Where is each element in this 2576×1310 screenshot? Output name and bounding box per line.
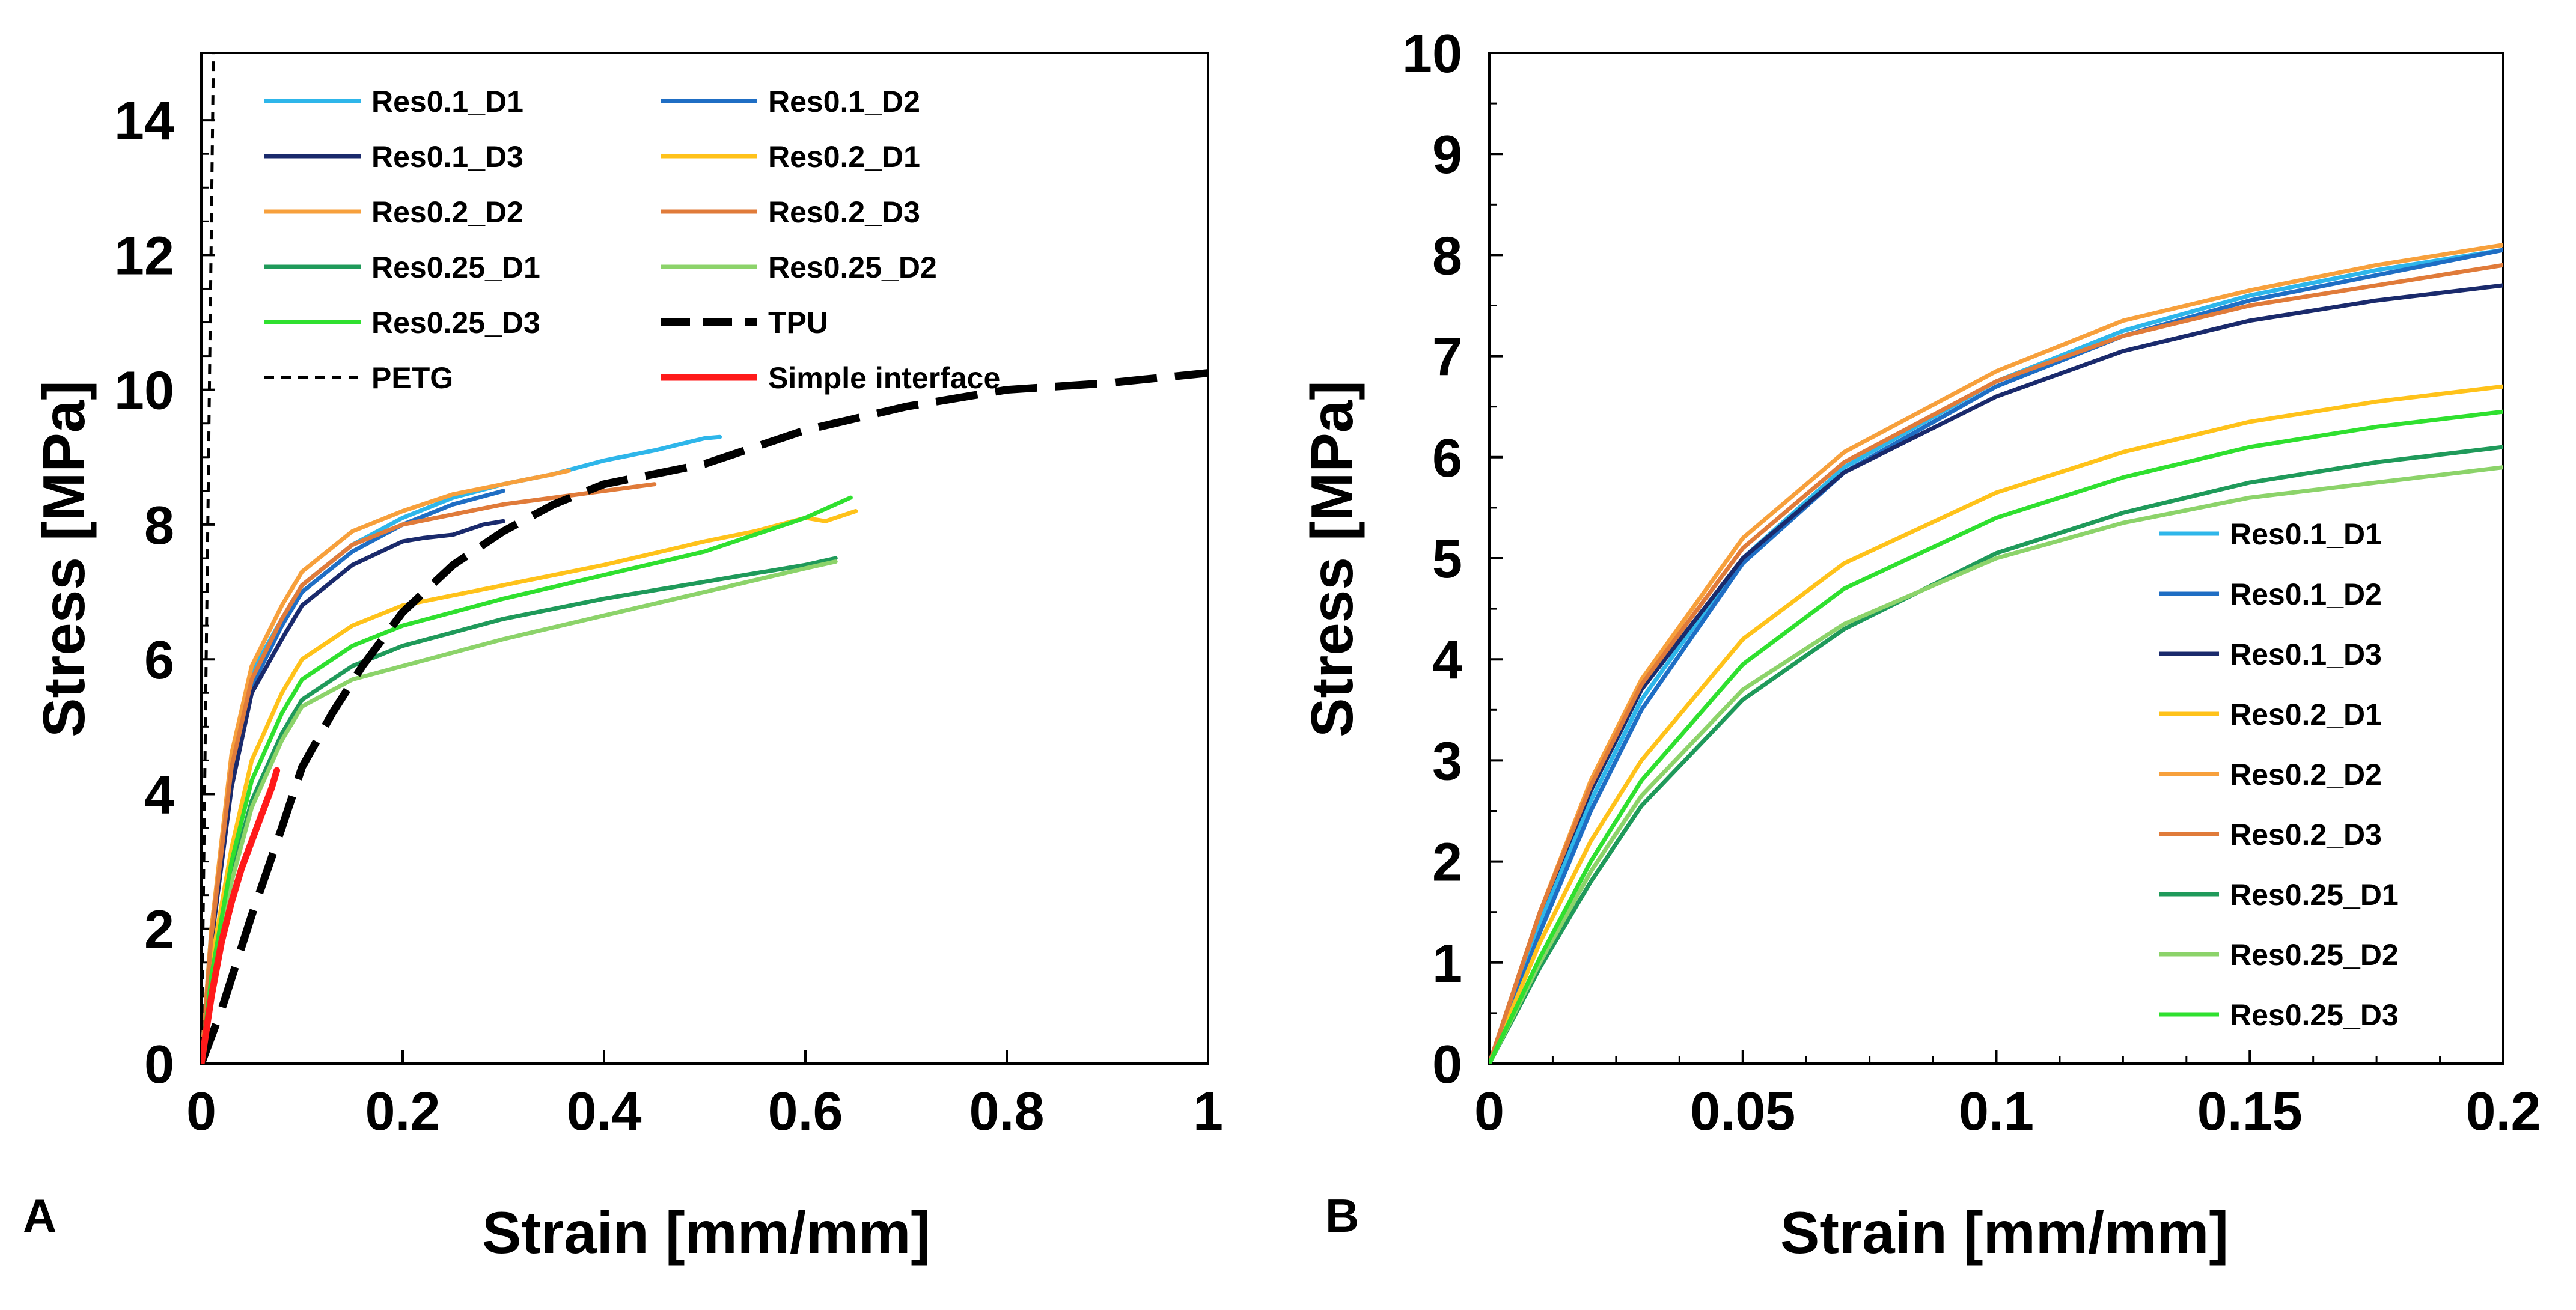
legend-label-res0-2-d1: Res0.2_D1 bbox=[768, 140, 920, 174]
x-tick-label: 0.4 bbox=[566, 1082, 641, 1142]
y-tick-label: 10 bbox=[1402, 24, 1462, 84]
series-line-res0-2-d3 bbox=[201, 482, 657, 1064]
legend: Res0.1_D1 Res0.1_D2 Res0.1_D3 Res0.2_D1 Res0… bbox=[2159, 517, 2399, 1032]
y-tick-label: 5 bbox=[1432, 529, 1462, 590]
y-tick-label: 8 bbox=[1432, 226, 1462, 286]
x-tick-label: 0.6 bbox=[768, 1082, 843, 1142]
y-tick-label: 6 bbox=[144, 630, 174, 690]
x-tick-label: 1 bbox=[1193, 1082, 1223, 1142]
legend-label-res0-1-d2: Res0.1_D2 bbox=[768, 85, 920, 118]
plot-area bbox=[201, 53, 1208, 1064]
y-tick-label: 12 bbox=[114, 226, 174, 286]
legend-label-res0-25-d3: Res0.25_D3 bbox=[2230, 998, 2399, 1032]
x-tick-label: 0.2 bbox=[2465, 1082, 2541, 1142]
legend-label-res0-25-d1: Res0.25_D1 bbox=[371, 251, 540, 284]
y-tick-label: 3 bbox=[1432, 731, 1462, 791]
legend-label-res0-25-d2: Res0.25_D2 bbox=[768, 251, 937, 284]
panel-label: A bbox=[23, 1189, 56, 1242]
legend-label-res0-1-d2: Res0.1_D2 bbox=[2230, 577, 2382, 611]
y-tick-label: 0 bbox=[1432, 1035, 1462, 1095]
x-tick-label: 0.2 bbox=[365, 1082, 440, 1142]
x-axis-title: Strain [mm/mm] bbox=[482, 1199, 930, 1266]
legend-label-res0-25-d2: Res0.25_D2 bbox=[2230, 938, 2399, 972]
series-line-res0-25-d2 bbox=[201, 559, 838, 1064]
y-tick-label: 4 bbox=[1432, 630, 1462, 690]
x-tick-label: 0.8 bbox=[969, 1082, 1044, 1142]
legend-label-res0-1-d3: Res0.1_D3 bbox=[2230, 638, 2382, 671]
legend-label-res0-1-d3: Res0.1_D3 bbox=[371, 140, 523, 174]
legend-label-petg: PETG bbox=[371, 361, 453, 395]
y-axis-title: Stress [MPa] bbox=[1299, 380, 1365, 737]
y-tick-label: 1 bbox=[1432, 934, 1462, 994]
legend-label-res0-1-d1: Res0.1_D1 bbox=[371, 85, 523, 118]
x-axis-title: Strain [mm/mm] bbox=[1780, 1199, 2229, 1266]
y-tick-label: 7 bbox=[1432, 328, 1462, 388]
legend-label-res0-2-d2: Res0.2_D2 bbox=[2230, 758, 2382, 791]
x-tick-label: 0.05 bbox=[1690, 1082, 1795, 1142]
legend-label-res0-2-d1: Res0.2_D1 bbox=[2230, 698, 2382, 731]
panel-label: B bbox=[1325, 1189, 1359, 1242]
series-line-res0-25-d3 bbox=[1489, 409, 2503, 1064]
series-line-res0-2-d1 bbox=[1489, 384, 2503, 1064]
series-line-res0-25-d1 bbox=[1489, 445, 2503, 1064]
series-line-petg bbox=[201, 53, 215, 1064]
y-tick-label: 2 bbox=[1432, 833, 1462, 893]
legend-label-res0-25-d1: Res0.25_D1 bbox=[2230, 878, 2399, 912]
y-tick-label: 9 bbox=[1432, 125, 1462, 185]
y-tick-label: 0 bbox=[144, 1035, 174, 1095]
series-line-res0-2-d3 bbox=[1489, 263, 2503, 1064]
series-line-res0-25-d3 bbox=[201, 495, 853, 1064]
series-line-res0-1-d3 bbox=[201, 519, 505, 1064]
x-tick-label: 0 bbox=[186, 1082, 216, 1142]
y-tick-label: 10 bbox=[114, 361, 174, 421]
legend-label-res0-25-d3: Res0.25_D3 bbox=[371, 306, 540, 340]
y-tick-label: 6 bbox=[1432, 428, 1462, 489]
y-tick-label: 8 bbox=[144, 496, 174, 556]
series-line-res0-25-d2 bbox=[1489, 465, 2503, 1064]
legend: Res0.1_D1 Res0.1_D2 Res0.1_D3 Res0.2_D1 Res0… bbox=[264, 85, 1000, 395]
legend-label-res0-2-d2: Res0.2_D2 bbox=[371, 195, 523, 229]
y-tick-label: 2 bbox=[144, 900, 174, 960]
y-axis-title: Stress [MPa] bbox=[31, 380, 97, 737]
legend-label-res0-2-d3: Res0.2_D3 bbox=[768, 195, 920, 229]
y-tick-label: 14 bbox=[114, 91, 174, 151]
x-tick-label: 0.15 bbox=[2197, 1082, 2303, 1142]
legend-label-simple-interface: Simple interface bbox=[768, 361, 1000, 395]
y-tick-label: 4 bbox=[144, 765, 174, 825]
legend-label-res0-2-d3: Res0.2_D3 bbox=[2230, 818, 2382, 851]
series-line-simple-interface bbox=[201, 767, 281, 1064]
series-line-res0-1-d1 bbox=[1489, 248, 2503, 1064]
x-tick-label: 0.1 bbox=[1959, 1082, 2034, 1142]
legend-label-res0-1-d1: Res0.1_D1 bbox=[2230, 517, 2382, 551]
legend-label-tpu: TPU bbox=[768, 306, 828, 340]
x-tick-label: 0 bbox=[1474, 1082, 1504, 1142]
plot-area bbox=[1489, 243, 2503, 1064]
